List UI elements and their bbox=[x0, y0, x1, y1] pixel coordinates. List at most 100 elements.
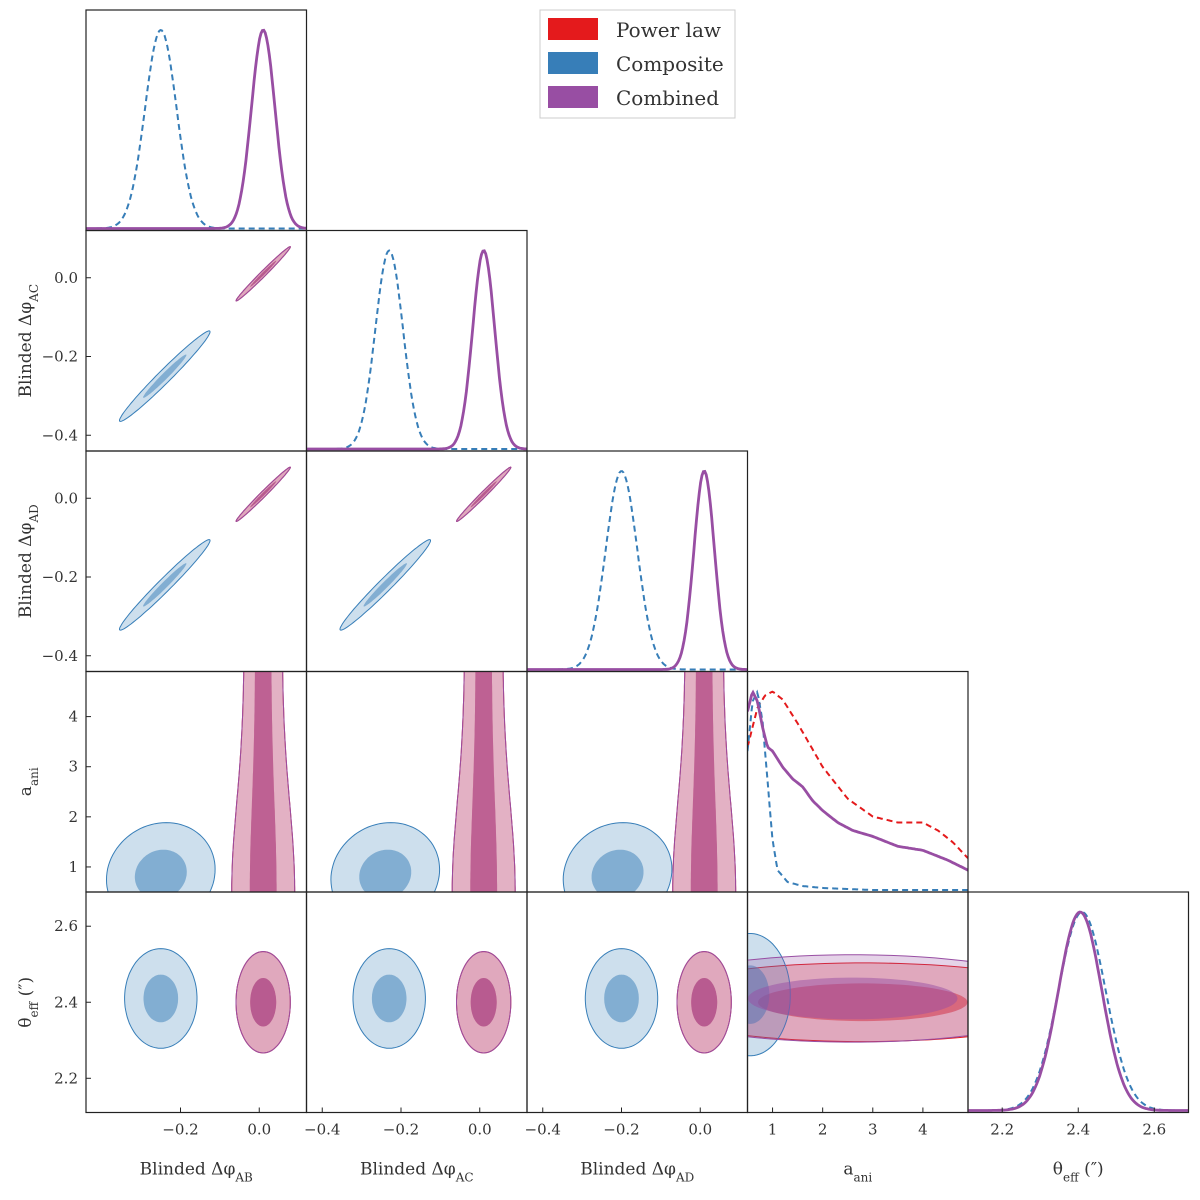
panel-theta-phiAD bbox=[584, 948, 732, 1054]
y-tick-label: 2.4 bbox=[54, 993, 78, 1011]
marginal-curve-composite-phiAC bbox=[306, 249, 527, 450]
y-tick-label: 2 bbox=[68, 808, 78, 826]
marginal-curve-combined-aani bbox=[747, 689, 968, 872]
y-tick-label: 3 bbox=[68, 758, 78, 776]
x-tick-label: −0.4 bbox=[525, 1121, 561, 1139]
contour-combined-1sigma bbox=[748, 977, 958, 1020]
contour-composite-1sigma bbox=[591, 849, 644, 892]
y-tick-label: −0.2 bbox=[42, 568, 78, 586]
marginal-curve-composite-phiAD bbox=[527, 470, 748, 671]
panel-theta-aani bbox=[747, 933, 968, 1057]
marginal-curve-composite-aani bbox=[747, 689, 968, 891]
band-combined-2sigma bbox=[451, 671, 516, 892]
panels: −0.4 −0.2 0.0 Blinded ΔφAC −0.4 −0.2 0.0 Blinde… bbox=[16, 9, 1190, 1185]
y-tick-label: 0.0 bbox=[54, 489, 78, 507]
y-tick-label: 2.2 bbox=[54, 1069, 78, 1087]
x-tick-label: 0.0 bbox=[247, 1121, 271, 1139]
panel-frame bbox=[967, 891, 1190, 1114]
panel-phiAD-phiAB bbox=[119, 466, 291, 631]
y-tick-label: 1 bbox=[68, 858, 78, 876]
legend-label-combined: Combined bbox=[616, 86, 719, 110]
x-tick-label: 2.4 bbox=[1066, 1121, 1090, 1139]
band-power-law-1sigma bbox=[690, 671, 718, 892]
y-tick-label: −0.2 bbox=[42, 348, 78, 366]
legend-swatch-power-law bbox=[548, 18, 598, 40]
x-tick-label: −0.4 bbox=[304, 1121, 340, 1139]
legend: Power law Composite Combined bbox=[539, 9, 736, 119]
x-axis-label-aani: aani bbox=[843, 1160, 872, 1185]
marginal-curve-power-law-phiAD bbox=[527, 470, 748, 671]
x-tick-label: −0.2 bbox=[162, 1121, 198, 1139]
y-axis-label-aani: aani bbox=[16, 767, 41, 796]
panel-frame bbox=[85, 9, 308, 232]
y-tick-label: −0.4 bbox=[42, 647, 78, 665]
x-tick-label: 0.0 bbox=[468, 1121, 492, 1139]
contour-combined-1sigma bbox=[691, 978, 718, 1027]
panel-aani-phiAD bbox=[562, 671, 737, 892]
legend-label-power-law: Power law bbox=[616, 18, 721, 42]
x-tick-label: 4 bbox=[918, 1121, 928, 1139]
band-combined-1sigma bbox=[249, 671, 277, 892]
y-tick-label: 0.0 bbox=[54, 269, 78, 287]
band-combined-2sigma bbox=[231, 671, 296, 892]
y-axis-label-theta: θeff (″) bbox=[16, 977, 41, 1028]
panel-phiAC-phiAB bbox=[119, 246, 291, 422]
panel-phiAC-phiAC bbox=[306, 249, 527, 451]
y-tick-label: 2.6 bbox=[54, 917, 78, 935]
marginal-curve-combined-theta bbox=[968, 910, 1189, 1112]
panel-aani-aani bbox=[747, 689, 968, 891]
contour-composite-1sigma bbox=[359, 849, 412, 892]
panel-theta-theta bbox=[968, 910, 1189, 1112]
x-tick-label: 3 bbox=[868, 1121, 878, 1139]
band-power-law-1sigma bbox=[470, 671, 498, 892]
contour-combined-1sigma bbox=[250, 260, 277, 287]
x-axis-label-phiAC: Blinded ΔφAC bbox=[360, 1160, 474, 1185]
marginal-curve-power-law-phiAC bbox=[306, 249, 527, 450]
contour-composite-1sigma bbox=[143, 974, 179, 1023]
x-tick-label: 2.2 bbox=[990, 1121, 1014, 1139]
contour-composite-1sigma bbox=[143, 354, 187, 398]
contour-combined-1sigma bbox=[470, 978, 497, 1027]
band-combined-1sigma bbox=[690, 671, 718, 892]
panel-phiAD-phiAD bbox=[527, 469, 748, 671]
panel-aani-phiAB bbox=[105, 671, 296, 892]
marginal-curve-combined-phiAB bbox=[86, 28, 307, 230]
band-combined-1sigma bbox=[470, 671, 498, 892]
panel-theta-phiAC bbox=[352, 948, 512, 1054]
legend-swatch-composite bbox=[548, 52, 598, 74]
y-tick-label: −0.4 bbox=[42, 426, 78, 444]
contour-composite-1sigma bbox=[604, 974, 639, 1023]
contour-composite-1sigma bbox=[371, 974, 407, 1023]
panel-frame bbox=[746, 670, 969, 893]
legend-swatch-combined bbox=[548, 86, 598, 108]
x-axis-label-phiAB: Blinded ΔφAB bbox=[140, 1160, 253, 1185]
x-tick-label: −0.2 bbox=[603, 1121, 639, 1139]
marginal-curve-composite-theta bbox=[968, 911, 1189, 1112]
contour-combined-1sigma bbox=[250, 978, 277, 1027]
band-power-law-1sigma bbox=[249, 671, 277, 892]
contour-composite-1sigma bbox=[143, 563, 187, 607]
y-tick-label: 4 bbox=[68, 708, 78, 726]
contour-composite-1sigma bbox=[363, 563, 407, 607]
contour-combined-1sigma bbox=[470, 481, 497, 508]
panel-aani-phiAC bbox=[330, 671, 516, 892]
marginal-curve-power-law-phiAB bbox=[86, 29, 307, 230]
band-combined-2sigma bbox=[672, 671, 737, 892]
x-tick-label: 0.0 bbox=[688, 1121, 712, 1139]
panel-phiAD-phiAC bbox=[339, 466, 512, 631]
y-axis-label-phiAD: Blinded ΔφAD bbox=[16, 504, 41, 618]
x-tick-label: 1 bbox=[768, 1121, 778, 1139]
marginal-curve-combined-phiAC bbox=[306, 249, 527, 451]
x-axis-label-phiAD: Blinded ΔφAD bbox=[580, 1160, 694, 1185]
x-tick-label: 2.6 bbox=[1142, 1121, 1166, 1139]
x-axis-label-theta: θeff (″) bbox=[1053, 1160, 1104, 1185]
marginal-curve-combined-phiAD bbox=[527, 469, 748, 671]
panel-theta-phiAB bbox=[124, 948, 291, 1054]
marginal-curve-composite-phiAB bbox=[86, 29, 307, 230]
panel-phiAB-phiAB bbox=[86, 28, 307, 230]
x-tick-label: 2 bbox=[818, 1121, 828, 1139]
legend-label-composite: Composite bbox=[616, 52, 724, 76]
contour-composite-1sigma bbox=[134, 849, 187, 892]
contour-combined-1sigma bbox=[250, 481, 277, 508]
